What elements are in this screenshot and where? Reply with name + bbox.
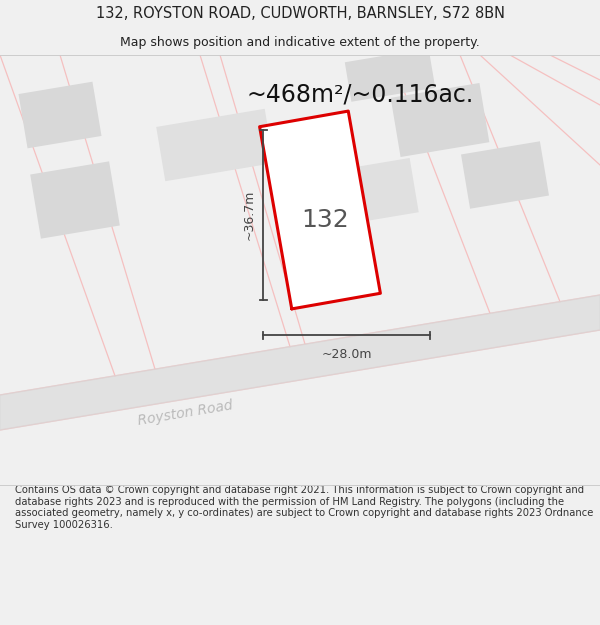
Text: ~36.7m: ~36.7m	[242, 190, 256, 240]
Polygon shape	[391, 83, 490, 157]
Text: ~468m²/~0.116ac.: ~468m²/~0.116ac.	[247, 83, 473, 107]
Polygon shape	[156, 109, 274, 181]
Text: Contains OS data © Crown copyright and database right 2021. This information is : Contains OS data © Crown copyright and d…	[15, 485, 593, 530]
Text: 132, ROYSTON ROAD, CUDWORTH, BARNSLEY, S72 8BN: 132, ROYSTON ROAD, CUDWORTH, BARNSLEY, S…	[95, 6, 505, 21]
Polygon shape	[19, 82, 101, 148]
Polygon shape	[30, 161, 120, 239]
Polygon shape	[0, 295, 600, 430]
Polygon shape	[260, 111, 380, 309]
Text: Map shows position and indicative extent of the property.: Map shows position and indicative extent…	[120, 36, 480, 49]
Text: 132: 132	[301, 208, 349, 232]
Polygon shape	[461, 141, 549, 209]
Polygon shape	[291, 158, 419, 232]
Text: Royston Road: Royston Road	[136, 398, 233, 428]
Text: ~28.0m: ~28.0m	[321, 349, 372, 361]
Polygon shape	[345, 48, 435, 102]
